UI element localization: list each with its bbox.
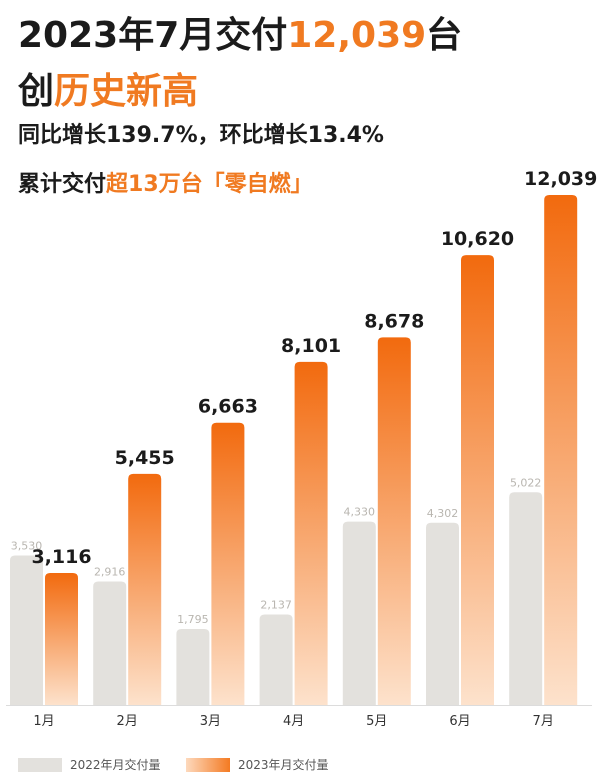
bar-2023 bbox=[128, 473, 162, 705]
record-prefix: 创 bbox=[18, 71, 55, 112]
bar-2022 bbox=[342, 521, 376, 705]
bar-2023 bbox=[294, 361, 328, 705]
data-label-2022: 3,530 bbox=[11, 539, 43, 552]
bar-2022 bbox=[10, 555, 43, 705]
data-label-2023: 6,663 bbox=[198, 396, 258, 418]
data-label-2022: 1,795 bbox=[177, 613, 209, 626]
legend-label-2022: 2022年月交付量 bbox=[70, 758, 161, 772]
legend-item-2023: 2023年月交付量 bbox=[186, 756, 329, 773]
bar-2022 bbox=[259, 614, 293, 705]
legend-swatch-2023 bbox=[186, 757, 230, 772]
legend-item-2022: 2022年月交付量 bbox=[18, 756, 161, 773]
data-label-2022: 2,137 bbox=[260, 598, 292, 611]
bar-2022 bbox=[93, 581, 127, 705]
data-label-2022: 5,022 bbox=[510, 476, 542, 489]
data-label-2023: 10,620 bbox=[441, 228, 514, 250]
data-label-2022: 4,330 bbox=[344, 506, 376, 519]
bar-2023 bbox=[544, 195, 578, 705]
data-label-2022: 4,302 bbox=[427, 507, 459, 520]
cumulative-prefix: 累计交付 bbox=[18, 172, 107, 197]
bar-2022 bbox=[426, 522, 459, 705]
headline-number: 12,039 bbox=[287, 15, 427, 56]
x-tick-label: 2月 bbox=[117, 714, 138, 729]
bar-2022 bbox=[176, 628, 210, 705]
x-tick-label: 4月 bbox=[283, 714, 304, 729]
bar-2023 bbox=[461, 255, 494, 706]
data-label-2023: 12,039 bbox=[524, 168, 597, 190]
bar-2023 bbox=[211, 422, 245, 705]
x-tick-label: 6月 bbox=[449, 714, 470, 729]
x-tick-label: 7月 bbox=[533, 714, 554, 729]
headline-line-1: 2023年7月交付12,039台 bbox=[18, 6, 462, 58]
x-tick-label: 3月 bbox=[200, 714, 221, 729]
record-highlight: 历史新高 bbox=[54, 71, 199, 112]
data-label-2023: 5,455 bbox=[115, 447, 175, 469]
headline-suffix: 台 bbox=[426, 15, 463, 56]
bar-2022 bbox=[509, 492, 543, 705]
growth-stats: 同比增长139.7%，环比增长13.4% bbox=[18, 123, 384, 148]
data-label-2023: 8,101 bbox=[281, 335, 341, 357]
bar-2023 bbox=[45, 572, 78, 705]
bar-2023 bbox=[377, 337, 411, 705]
cumulative-stats: 累计交付超13万台「零自燃」 bbox=[18, 166, 313, 198]
x-tick-label: 5月 bbox=[366, 714, 387, 729]
headline-prefix: 2023年7月交付 bbox=[18, 15, 288, 56]
data-label-2022: 2,916 bbox=[94, 565, 126, 578]
legend-swatch-2022 bbox=[18, 757, 62, 772]
data-label-2023: 8,678 bbox=[364, 310, 424, 332]
legend-label-2023: 2023年月交付量 bbox=[238, 758, 329, 772]
data-label-2023: 3,116 bbox=[31, 546, 91, 568]
x-tick-label: 1月 bbox=[33, 714, 54, 729]
cumulative-highlight: 超13万台「零自燃」 bbox=[106, 172, 313, 197]
headline-line-2: 创历史新高 bbox=[18, 62, 198, 114]
